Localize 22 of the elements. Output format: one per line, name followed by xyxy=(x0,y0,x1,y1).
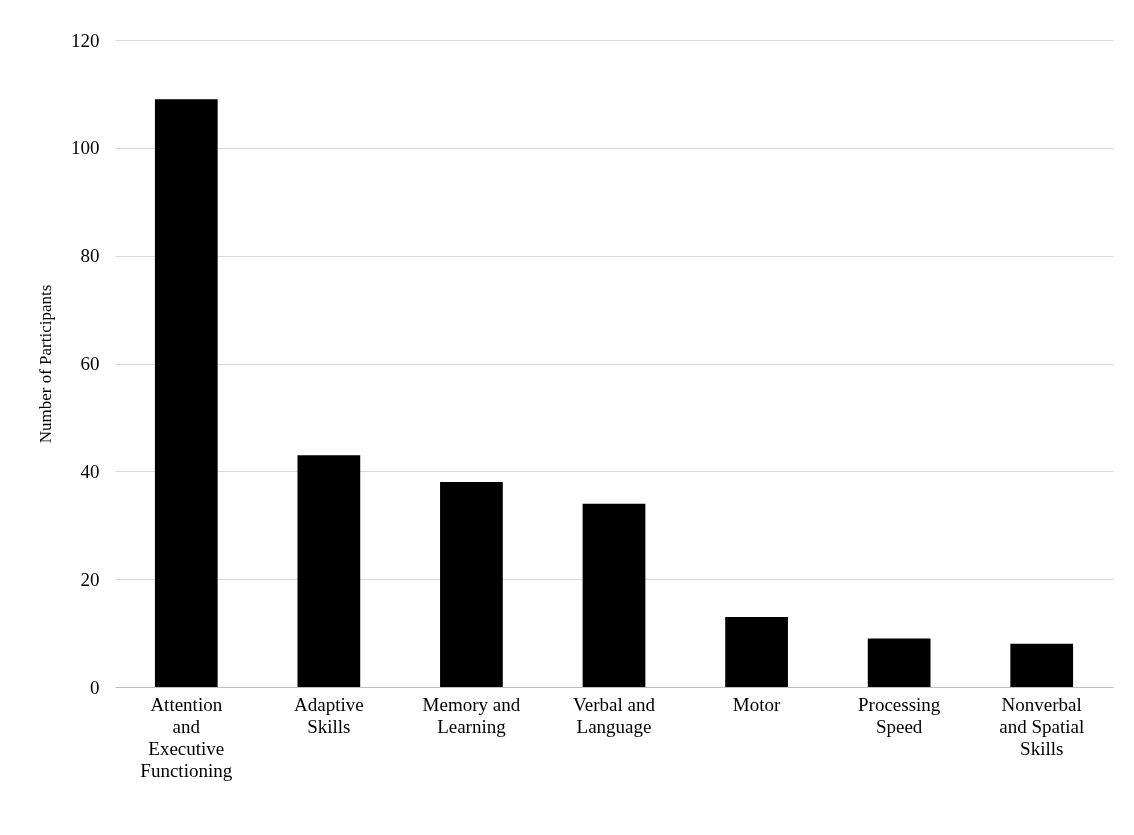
bar xyxy=(297,455,361,687)
bar xyxy=(1010,643,1074,687)
y-axis-title: Number of Participants xyxy=(36,284,55,444)
bar xyxy=(440,482,503,687)
x-tick-label: Adaptive Skills xyxy=(294,693,364,737)
bar xyxy=(725,616,788,687)
x-tick-label: Nonverbal and Spatial Skills xyxy=(999,693,1085,759)
x-tick-label: Attention and Executive Functioning xyxy=(140,693,233,781)
bar xyxy=(582,503,646,687)
bar xyxy=(154,99,218,687)
y-tick-label: 80 xyxy=(80,245,100,267)
bar xyxy=(867,638,931,687)
x-tick-label: Processing Speed xyxy=(857,693,941,737)
x-tick-label: Motor xyxy=(732,693,781,715)
x-tick-label: Memory and Learning xyxy=(422,693,521,737)
y-tick-label: 120 xyxy=(71,29,100,51)
y-tick-label: 40 xyxy=(80,460,100,482)
x-tick-label: Verbal and Language xyxy=(573,693,656,737)
y-tick-label: 60 xyxy=(80,353,100,374)
y-tick-label: 0 xyxy=(90,676,100,698)
y-tick-label: 20 xyxy=(80,568,100,590)
y-tick-label: 100 xyxy=(71,137,100,159)
